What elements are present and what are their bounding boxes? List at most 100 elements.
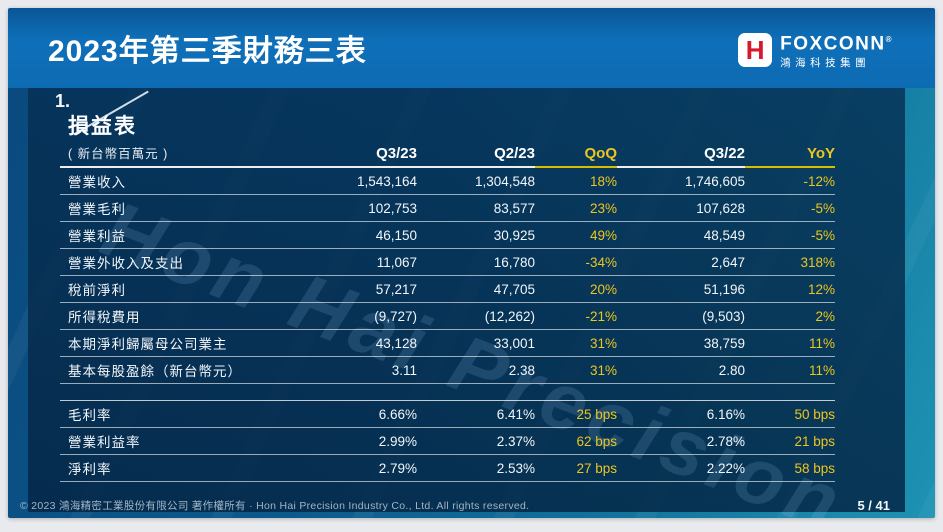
cell-q323: 6.66%	[378, 406, 417, 422]
table-header-row: ( 新台幣百萬元 ) Q3/23 Q2/23 QoQ Q3/22 YoY	[60, 138, 835, 168]
page-title: 2023年第三季財務三表	[48, 35, 367, 68]
col-header-q323: Q3/23	[330, 138, 417, 168]
cell-qoq: 27 bps	[576, 460, 617, 476]
cell-yoy: 11%	[808, 362, 835, 378]
cell-yoy: -5%	[810, 227, 835, 243]
cell-q322: 2,647	[711, 254, 745, 270]
cell-q323: 2.99%	[378, 433, 417, 449]
row-label: 營業利益	[68, 229, 126, 244]
table-section-gap	[60, 384, 835, 400]
cell-q322: (9,503)	[702, 308, 745, 324]
cell-q322: 6.16%	[706, 406, 745, 422]
cell-yoy: 12%	[807, 281, 835, 297]
cell-qoq: 25 bps	[576, 406, 617, 422]
unit-note-text: ( 新台幣百萬元 )	[68, 147, 169, 161]
cell-q223: 1,304,548	[474, 173, 535, 189]
table-row: 所得稅費用 (9,727) (12,262) -21% (9,503) 2%	[60, 303, 835, 330]
cell-q323: 1,543,164	[356, 173, 417, 189]
table-row: 本期淨利歸屬母公司業主 43,128 33,001 31% 38,759 11%	[60, 330, 835, 357]
row-label: 營業收入	[68, 175, 126, 190]
logo-brand-name: FOXCONN	[780, 33, 886, 55]
table-row: 營業毛利 102,753 83,577 23% 107,628 -5%	[60, 195, 835, 222]
cell-q322: 2.78%	[706, 433, 745, 449]
col-header-q223: Q2/23	[417, 138, 535, 168]
cell-qoq: 18%	[589, 173, 617, 189]
cell-q322: 38,759	[703, 335, 745, 351]
page-number: 5 / 41	[857, 498, 890, 513]
row-label: 本期淨利歸屬母公司業主	[68, 337, 228, 352]
cell-q322: 2.80	[718, 362, 745, 378]
slide-header: 2023年第三季財務三表 H FOXCONN® 鴻海科技集團	[8, 8, 935, 88]
col-header-q223-text: Q2/23	[494, 145, 535, 162]
table-row: 營業利益率 2.99% 2.37% 62 bps 2.78% 21 bps	[60, 428, 835, 455]
registered-mark-icon: ®	[885, 35, 893, 44]
row-label: 淨利率	[68, 462, 112, 477]
cell-q322: 2.22%	[706, 460, 745, 476]
cell-qoq: 62 bps	[576, 433, 617, 449]
cell-q223: 83,577	[493, 200, 535, 216]
row-label: 營業毛利	[68, 202, 126, 217]
cell-q322: 1,746,605	[684, 173, 745, 189]
table-row: 稅前淨利 57,217 47,705 20% 51,196 12%	[60, 276, 835, 303]
cell-qoq: 23%	[589, 200, 617, 216]
col-header-yoy-text: YoY	[806, 145, 835, 162]
col-header-yoy: YoY	[745, 138, 835, 168]
row-label: 所得稅費用	[68, 310, 141, 325]
col-header-q322: Q3/22	[617, 138, 745, 168]
logo-brand: FOXCONN®	[780, 30, 893, 53]
table-row: 基本每股盈餘（新台幣元） 3.11 2.38 31% 2.80 11%	[60, 357, 835, 384]
cell-yoy: -5%	[810, 200, 835, 216]
cell-q323: 11,067	[376, 254, 417, 270]
cell-qoq: 31%	[589, 362, 617, 378]
cell-q323: 57,217	[375, 281, 417, 297]
cell-q223: 2.37%	[496, 433, 535, 449]
cell-yoy: 58 bps	[794, 460, 835, 476]
row-label: 稅前淨利	[68, 283, 126, 298]
income-statement-table: ( 新台幣百萬元 ) Q3/23 Q2/23 QoQ Q3/22 YoY 營業收…	[60, 138, 835, 482]
cell-yoy: 11%	[808, 335, 835, 351]
cell-q323: 102,753	[368, 200, 417, 216]
row-label: 毛利率	[68, 408, 112, 423]
slide-body: Hon Hai Precision 1. 損益表 ( 新台幣百萬元 ) Q3/2…	[8, 88, 935, 518]
logo-subtitle: 鴻海科技集團	[780, 57, 871, 70]
col-header-qoq: QoQ	[535, 138, 617, 168]
cell-yoy: 2%	[815, 308, 835, 324]
table-row: 營業外收入及支出 11,067 16,780 -34% 2,647 318%	[60, 249, 835, 276]
cell-q223: 2.53%	[496, 460, 535, 476]
section-number: 1.	[55, 91, 71, 111]
ratio-section: 毛利率 6.66% 6.41% 25 bps 6.16% 50 bps 營業利益…	[60, 400, 835, 482]
cell-q323: 3.11	[391, 362, 417, 378]
unit-note: ( 新台幣百萬元 )	[60, 138, 330, 168]
cell-qoq: 31%	[589, 335, 617, 351]
copyright-notice: © 2023 鴻海精密工業股份有限公司 著作權所有 · Hon Hai Prec…	[20, 500, 530, 512]
cell-yoy: 21 bps	[794, 433, 835, 449]
cell-yoy: 50 bps	[794, 406, 835, 422]
col-header-q322-text: Q3/22	[704, 145, 745, 162]
table-row: 營業收入 1,543,164 1,304,548 18% 1,746,605 -…	[60, 168, 835, 195]
cell-qoq: 49%	[589, 227, 617, 243]
cell-q322: 51,196	[703, 281, 745, 297]
cell-q223: 30,925	[493, 227, 535, 243]
cell-q323: (9,727)	[374, 308, 417, 324]
cell-qoq: -34%	[585, 254, 617, 270]
foxconn-logo: H FOXCONN® 鴻海科技集團	[738, 30, 893, 70]
cell-q322: 48,549	[703, 227, 745, 243]
cell-q223: 2.38	[508, 362, 535, 378]
row-label: 營業利益率	[68, 435, 141, 450]
col-header-q323-text: Q3/23	[376, 145, 417, 162]
cell-yoy: -12%	[803, 173, 835, 189]
table-title: 損益表	[68, 115, 137, 138]
cell-q223: 33,001	[493, 335, 535, 351]
cell-q323: 2.79%	[378, 460, 417, 476]
cell-q323: 43,128	[375, 335, 417, 351]
row-label: 基本每股盈餘（新台幣元）	[68, 364, 242, 379]
row-label: 營業外收入及支出	[68, 256, 184, 271]
slide: 2023年第三季財務三表 H FOXCONN® 鴻海科技集團 Hon Hai P…	[8, 8, 935, 518]
cell-q323: 46,150	[375, 227, 417, 243]
table-row: 淨利率 2.79% 2.53% 27 bps 2.22% 58 bps	[60, 455, 835, 482]
col-header-qoq-text: QoQ	[584, 145, 618, 162]
cell-q223: 6.41%	[496, 406, 535, 422]
logo-text: FOXCONN® 鴻海科技集團	[780, 30, 893, 70]
cell-q223: 16,780	[493, 254, 535, 270]
